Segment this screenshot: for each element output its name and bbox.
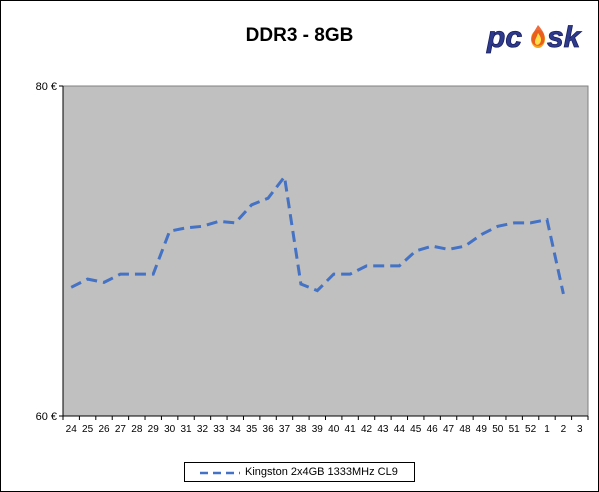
y-tick-label: 60 € [36,411,57,423]
x-tick-label: 29 [148,424,160,435]
x-tick-label: 32 [197,424,209,435]
series-line [70,173,565,295]
x-tick-label: 38 [295,424,307,435]
x-tick-label: 30 [164,424,176,435]
x-tick-label: 24 [66,424,78,435]
x-tick-label: 34 [230,424,242,435]
x-tick-label: 33 [213,424,225,435]
x-tick-label: 37 [279,424,291,435]
x-tick-label: 2 [561,424,567,435]
legend-series-label: Kingston 2x4GB 1333MHz CL9 [245,466,398,478]
x-tick-label: 40 [328,424,340,435]
legend-series-swatch [200,471,240,475]
x-tick-label: 3 [577,424,583,435]
x-tick-label: 25 [82,424,94,435]
x-tick-label: 45 [410,424,422,435]
x-tick-label: 42 [361,424,373,435]
x-tick-label: 41 [345,424,357,435]
x-tick-label: 48 [459,424,471,435]
x-tick-label: 46 [427,424,439,435]
svg-text:pc: pc [486,21,522,54]
chart-title: DDR3 - 8GB [245,25,354,46]
x-tick-label: 44 [394,424,406,435]
svg-text:sk: sk [547,21,582,54]
legend: Kingston 2x4GB 1333MHz CL9 [184,462,415,482]
line-chart: 60 €80 €24 25 26 27 28 29 30 31 32 33 34 35 36 37 38 39… [36,81,589,435]
x-tick-label: 28 [131,424,143,435]
x-tick-label: 47 [443,424,455,435]
x-tick-label: 39 [312,424,324,435]
x-tick-label: 36 [263,424,275,435]
x-tick-label: 35 [246,424,258,435]
x-tick-label: 50 [492,424,504,435]
x-tick-label: 31 [180,424,192,435]
x-tick-label: 52 [525,424,537,435]
pcask-logo: pc sk [485,19,585,55]
x-tick-label: 1 [544,424,550,435]
x-tick-label: 51 [509,424,521,435]
x-tick-label: 49 [476,424,488,435]
x-tick-label: 26 [98,424,110,435]
y-tick-label: 80 € [36,81,57,93]
plot-area [62,85,589,417]
x-tick-label: 27 [115,424,127,435]
x-tick-label: 43 [377,424,389,435]
